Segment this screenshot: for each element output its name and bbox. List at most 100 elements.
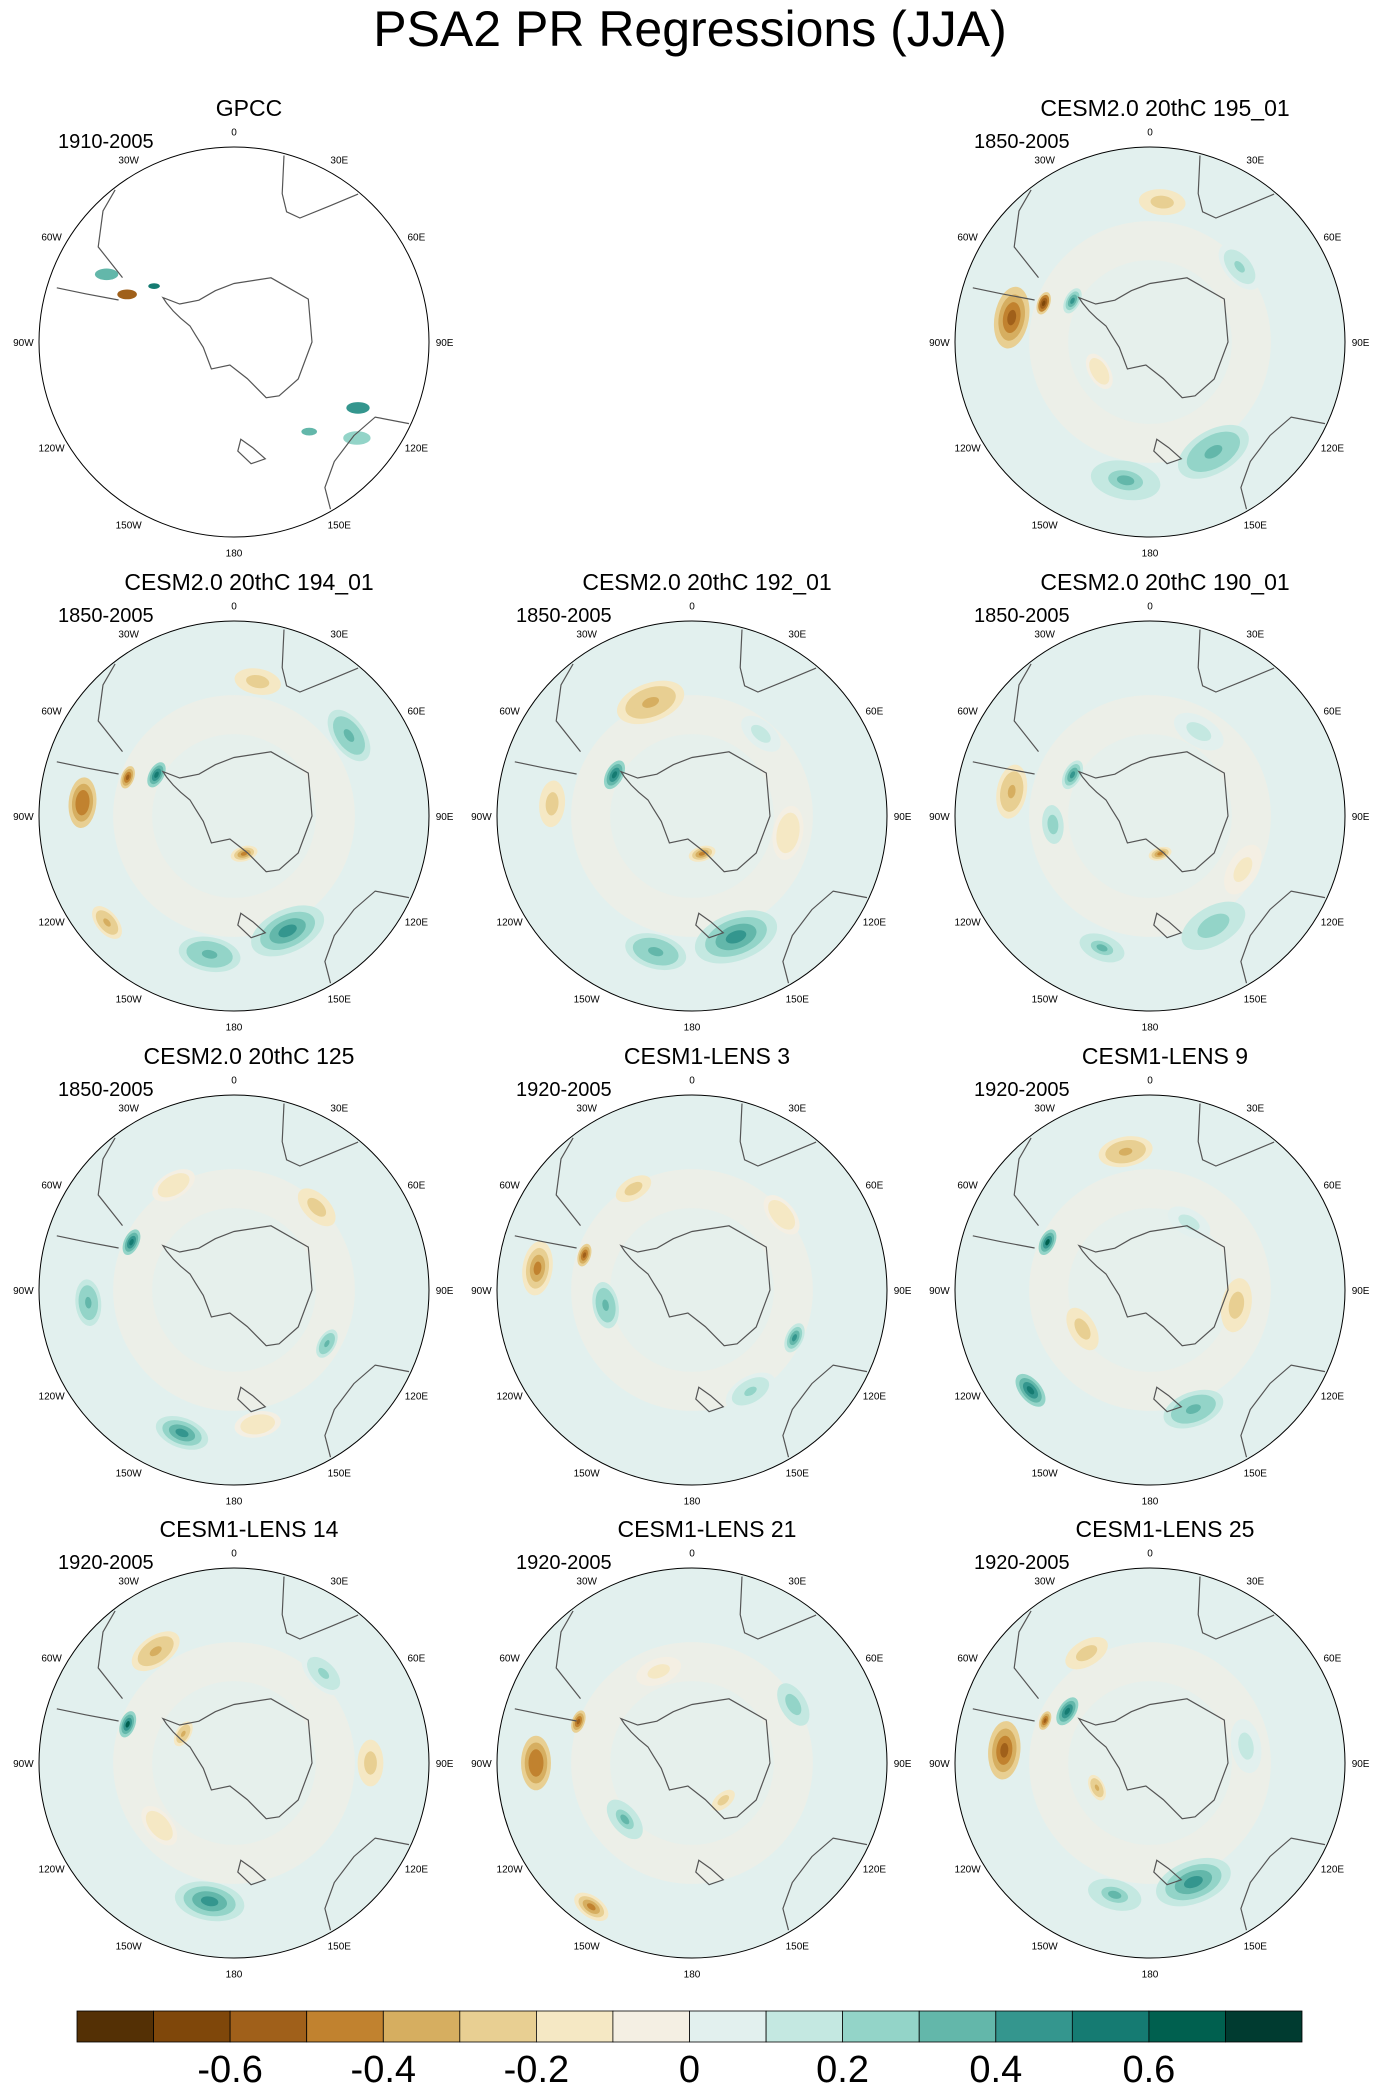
longitude-label: 150W: [574, 994, 601, 1005]
longitude-label: 90E: [1352, 338, 1370, 349]
anomaly-contour: [154, 1820, 164, 1831]
map-panel-gpcc: GPCC 1910-2005 0 30E 60E 90E 120E 150E 180 150W 12…: [13, 94, 478, 564]
longitude-label: 0: [231, 127, 237, 138]
panel-title: CESM1-LENS 9: [1081, 1043, 1249, 1069]
longitude-label: 120W: [497, 1391, 524, 1402]
anomaly-contour: [1183, 1218, 1195, 1227]
colorbar-tick-label: 0.2: [816, 2049, 869, 2086]
longitude-label: 90E: [1352, 1286, 1370, 1297]
africa-coastline: [281, 629, 359, 693]
panel-period: 1920-2005: [516, 1079, 612, 1101]
longitude-label: 150E: [1244, 1468, 1268, 1479]
longitude-label: 120E: [1321, 1864, 1345, 1875]
longitude-label: 60E: [1324, 707, 1342, 718]
new-zealand-coastline: [695, 1859, 725, 1886]
longitude-label: 120E: [1321, 1391, 1345, 1402]
longitude-label: 60E: [866, 707, 884, 718]
longitude-label: 120E: [405, 917, 429, 928]
anomaly-contour: [1045, 1239, 1050, 1246]
anomaly-contour: [1078, 1323, 1087, 1335]
south-america-coastline: [1013, 1137, 1039, 1226]
anomaly-contour: [1108, 1890, 1122, 1899]
longitude-label: 150W: [1032, 1468, 1059, 1479]
panel-period: 1850-2005: [516, 605, 612, 627]
longitude-label: 180: [226, 549, 243, 560]
background-band: [152, 1681, 316, 1845]
map-boundary: [954, 146, 1346, 538]
anomaly-contour: [1156, 198, 1168, 206]
anomaly-contour: [582, 1252, 587, 1258]
map-boundary: [954, 620, 1346, 1012]
longitude-label: 60W: [957, 707, 978, 718]
antarctica-coastline: [1077, 751, 1229, 873]
longitude-label: 60E: [866, 1181, 884, 1192]
colorbar-swatch: [689, 2010, 767, 2043]
longitude-label: 150W: [1032, 1941, 1059, 1952]
longitude-label: 30W: [576, 1104, 597, 1115]
anomaly-contour: [1232, 1298, 1241, 1312]
polar-map: 0 30E 60E 90E 120E 150E 180 150W 120W 90W 60W 30W: [13, 601, 454, 1033]
australia-coastline: [324, 890, 410, 984]
longitude-label: 30W: [118, 156, 139, 167]
map-panel-cesm2-190: CESM2.0 20thC 190_01 1850-2005 0 30E 60E 90E 1…: [929, 568, 1380, 1038]
polar-map: 0 30E 60E 90E 120E 150E 180 150W 120W 90W 60W 30W: [929, 1075, 1370, 1507]
longitude-label: 90W: [929, 1286, 950, 1297]
south-america-coastline: [97, 663, 123, 752]
longitude-label: 30W: [1034, 630, 1055, 641]
anomaly-contour: [725, 930, 747, 944]
panel-period: 1920-2005: [974, 1552, 1070, 1574]
longitude-label: 90W: [929, 338, 950, 349]
map-panel-lens-21: CESM1-LENS 21 1920-2005 0 30E 60E 90E 120E 150E…: [471, 1515, 936, 1985]
south-america-west-coastline: [56, 1235, 119, 1249]
panel-title: GPCC: [215, 95, 283, 121]
longitude-label: 60W: [41, 707, 62, 718]
colorbar-swatch: [918, 2010, 997, 2043]
longitude-label: 180: [1142, 1023, 1159, 1034]
longitude-label: 0: [1147, 1548, 1153, 1559]
anomaly-contour: [789, 1699, 798, 1710]
longitude-label: 90E: [436, 1759, 454, 1770]
south-america-coastline: [97, 1137, 123, 1226]
longitude-label: 150E: [328, 1468, 352, 1479]
south-america-coastline: [555, 1610, 581, 1699]
south-america-west-coastline: [514, 1708, 577, 1722]
polar-map: 0 30E 60E 90E 120E 150E 180 150W 120W 90W 60W 30W: [929, 127, 1370, 559]
panel-period: 1910-2005: [58, 131, 154, 153]
panel-title: CESM2.0 20thC 194_01: [124, 569, 374, 595]
longitude-label: 0: [231, 1075, 237, 1086]
longitude-label: 120E: [863, 1391, 887, 1402]
panel-period: 1920-2005: [974, 1079, 1070, 1101]
longitude-label: 30E: [330, 156, 348, 167]
longitude-label: 60W: [499, 707, 520, 718]
longitude-label: 60W: [41, 1181, 62, 1192]
antarctica-coastline: [161, 1698, 313, 1820]
longitude-label: 30W: [118, 1104, 139, 1115]
longitude-label: 60E: [408, 1654, 426, 1665]
anomaly-contour: [240, 851, 248, 856]
polar-map: 0 30E 60E 90E 120E 150E 180 150W 120W 90W 60W 30W: [13, 1548, 454, 1980]
south-america-west-coastline: [972, 1235, 1035, 1249]
longitude-label: 90E: [436, 812, 454, 823]
australia-coastline: [782, 890, 868, 984]
anomaly-contour: [251, 1421, 264, 1428]
antarctica-coastline: [1077, 1698, 1229, 1820]
longitude-label: 150W: [574, 1468, 601, 1479]
longitude-label: 60E: [1324, 1654, 1342, 1665]
longitude-label: 90E: [894, 1286, 912, 1297]
colorbar-tick-label: -0.2: [504, 2049, 569, 2086]
new-zealand-coastline: [1153, 1386, 1183, 1413]
anomaly-contour: [1094, 1784, 1100, 1791]
longitude-label: 120E: [405, 1391, 429, 1402]
longitude-label: 120W: [39, 443, 66, 454]
longitude-label: 60E: [408, 233, 426, 244]
anomaly-contour: [125, 1721, 130, 1728]
longitude-label: 30E: [330, 630, 348, 641]
anomaly-contour: [642, 696, 660, 708]
anomaly-contour: [168, 1181, 179, 1190]
panel-title: CESM2.0 20thC 125: [143, 1043, 355, 1069]
anomaly-contour: [756, 729, 766, 739]
anomaly-contour: [1064, 1707, 1071, 1715]
anomaly-contour: [1157, 851, 1163, 856]
new-zealand-coastline: [695, 912, 725, 939]
longitude-label: 60W: [499, 1654, 520, 1665]
